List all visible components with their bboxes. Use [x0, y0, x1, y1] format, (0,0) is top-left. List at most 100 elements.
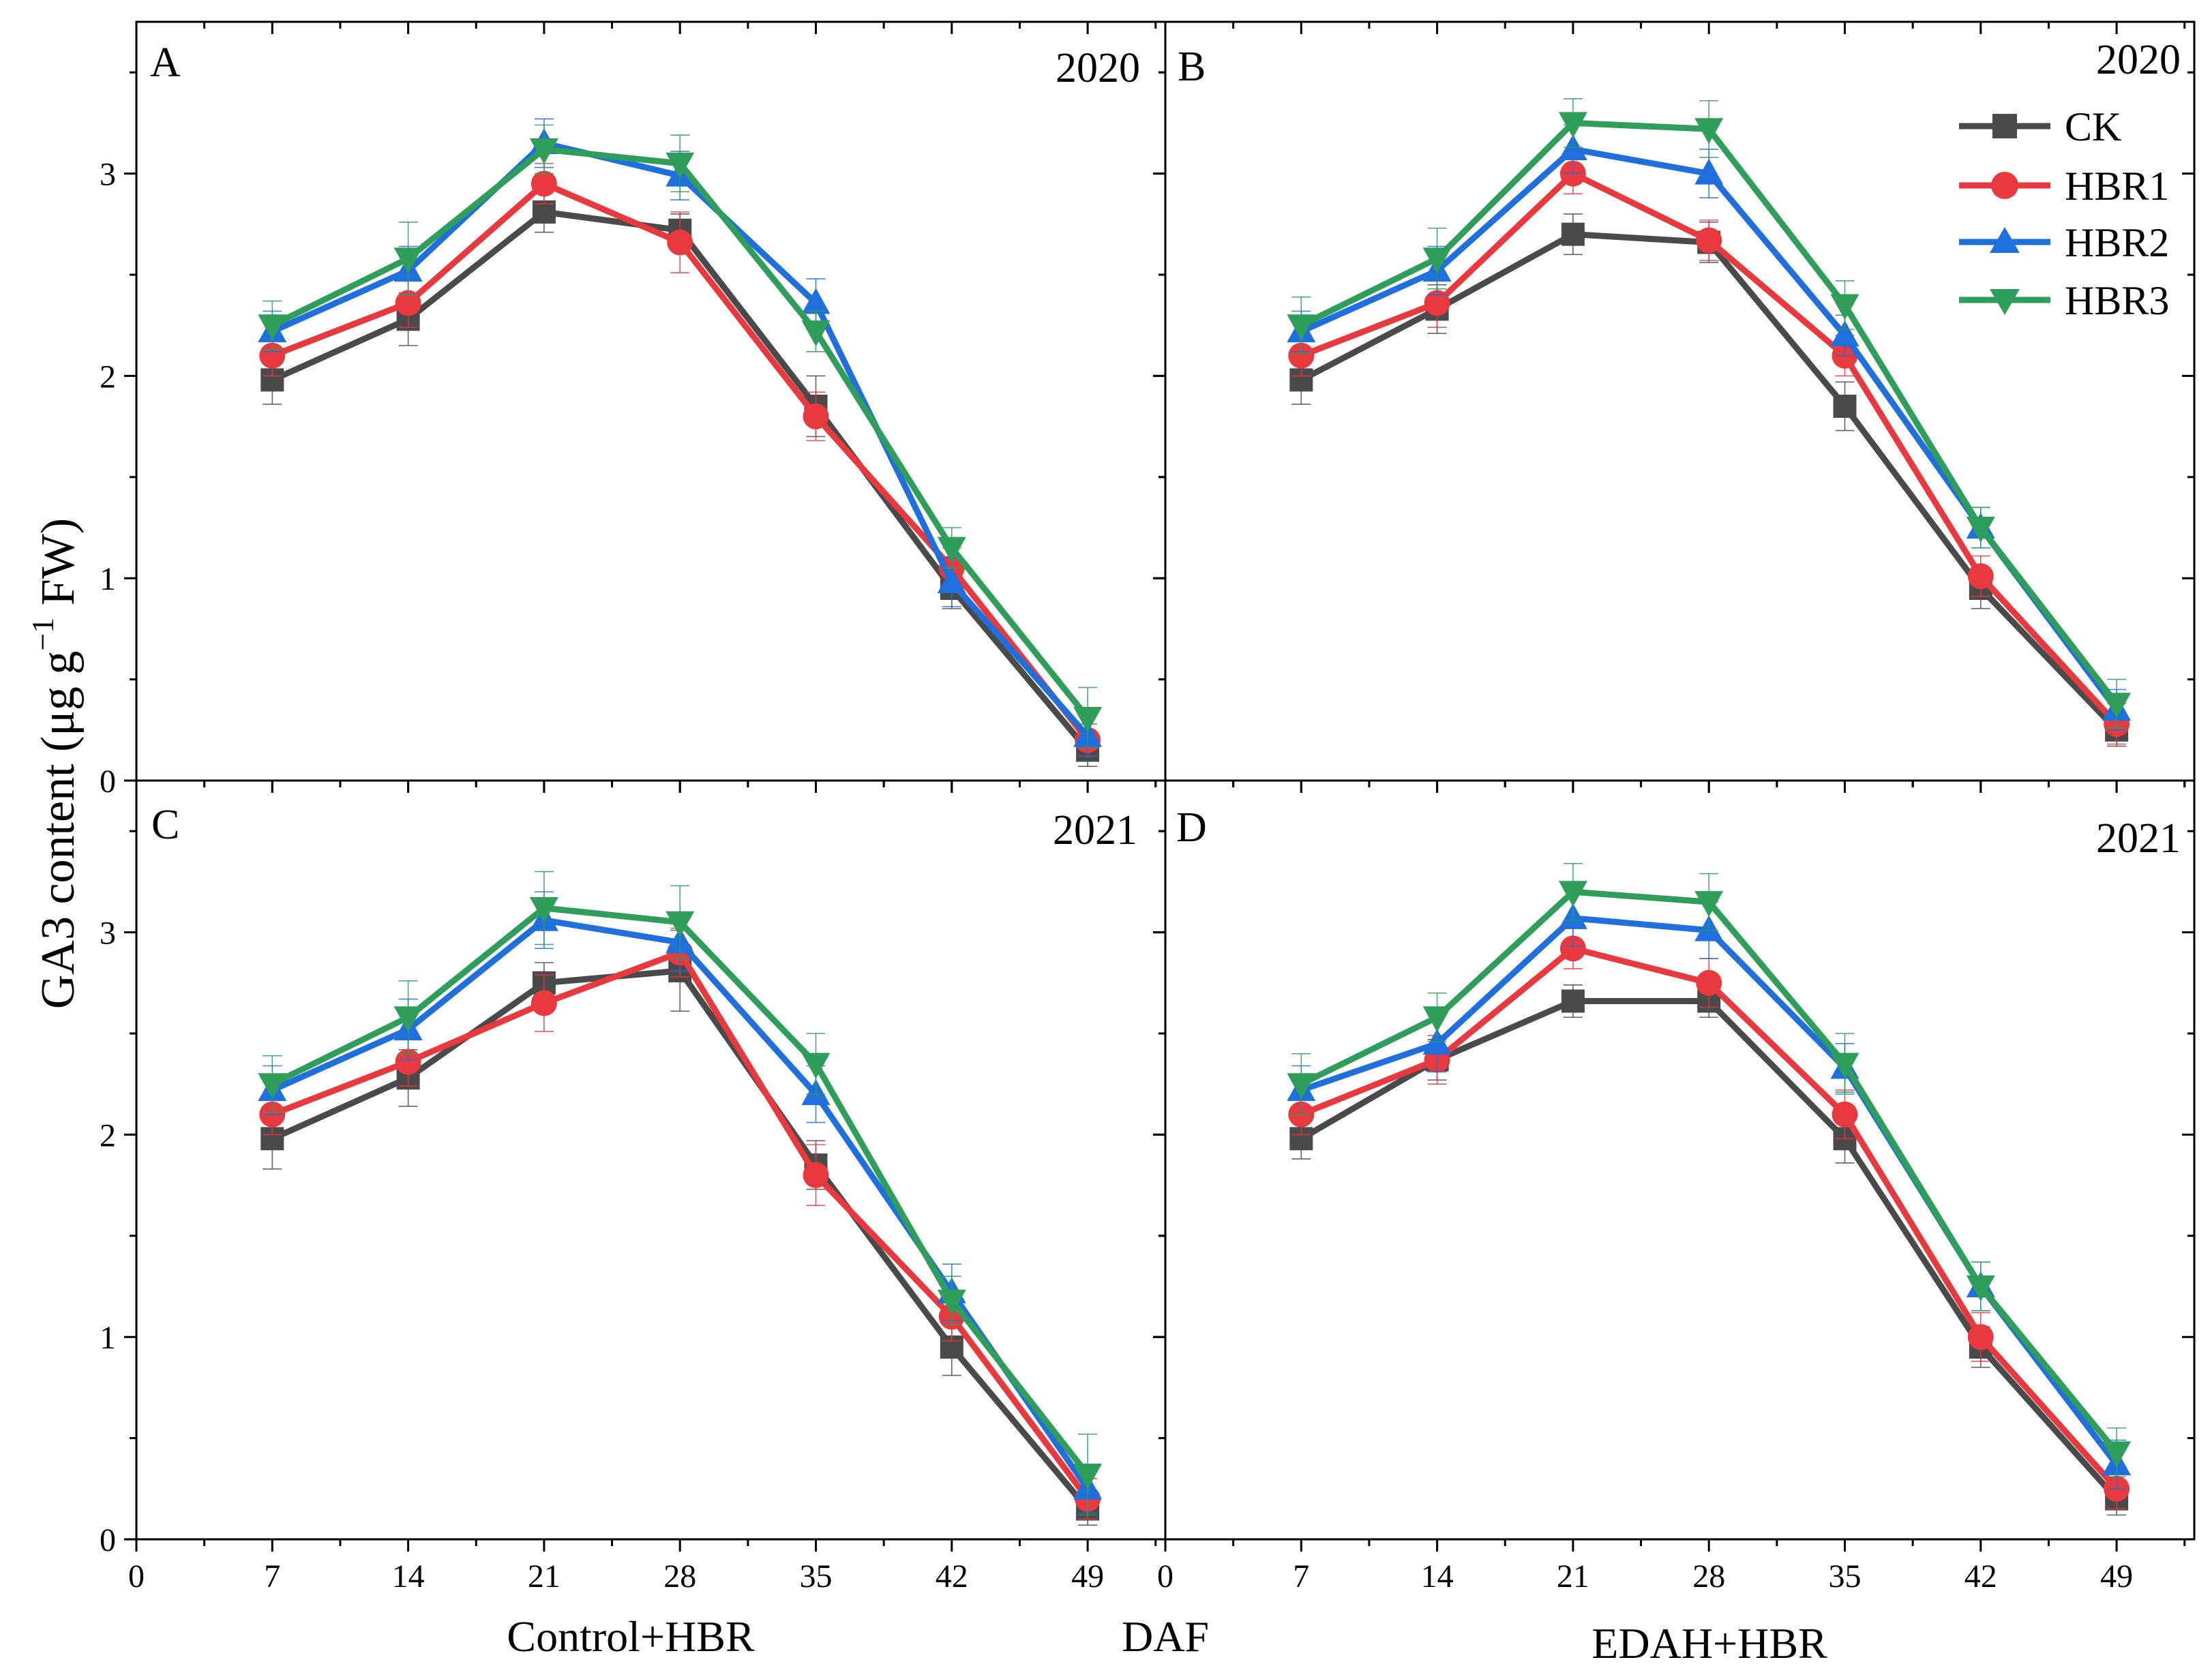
x-tick-label: 35 — [1829, 1558, 1862, 1595]
x-tick-label: 28 — [1692, 1558, 1725, 1595]
data-point — [1422, 247, 1452, 274]
x-tick-label: 28 — [663, 1558, 696, 1595]
x-tick-label: 21 — [528, 1558, 561, 1595]
x-tick-label: 14 — [392, 1558, 425, 1595]
panel-year: 2021 — [2096, 815, 2181, 862]
legend-item-hbr2: HBR2 — [1959, 220, 2169, 265]
data-point — [1694, 158, 1724, 185]
data-point — [937, 567, 966, 594]
data-point — [1830, 294, 1859, 320]
data-point — [529, 138, 558, 164]
panel-letter: A — [150, 40, 181, 86]
x-axis-title-daf: DAF — [1122, 1612, 1209, 1661]
plot-area-d: 0 7 14 21 28 35 42 49 — [1153, 779, 2196, 1595]
series-line — [271, 209, 1090, 753]
x-tick-label: 7 — [264, 1558, 280, 1595]
data-point — [1696, 969, 1722, 996]
panel-b: B 2020 — [1178, 37, 2181, 90]
y-tick-label: 1 — [100, 561, 116, 597]
data-point — [530, 990, 557, 1016]
series-hbr1 — [259, 927, 1101, 1520]
data-point — [1832, 1101, 1858, 1128]
data-point — [1696, 227, 1722, 254]
x-tick-label: 35 — [800, 1558, 833, 1595]
legend-item-hbr1: HBR1 — [1959, 164, 2169, 209]
data-point — [2102, 693, 2132, 719]
data-point — [1830, 1053, 1859, 1079]
panel-letter: D — [1176, 804, 1207, 851]
data-point — [1288, 342, 1315, 369]
data-point — [1966, 1275, 1995, 1301]
data-point — [1694, 118, 1724, 145]
panel-year: 2020 — [2096, 37, 2181, 83]
panel-a: A 2020 — [150, 40, 1140, 91]
legend-item-ck: CK — [1959, 104, 2121, 149]
series-ck — [1289, 984, 2129, 1516]
data-point — [395, 290, 421, 316]
data-point — [530, 170, 557, 197]
series-line — [1300, 998, 2119, 1501]
series-line — [1300, 119, 2119, 706]
plot-area-c: 0 1 2 3 0 7 14 21 28 35 42 49 — [100, 779, 1167, 1595]
data-point — [1559, 935, 1586, 962]
data-point — [801, 320, 831, 347]
x-tick-label: 0 — [128, 1558, 145, 1595]
data-point — [1966, 517, 1995, 543]
data-point — [258, 1073, 287, 1100]
panel-year: 2020 — [1056, 45, 1140, 91]
x-tick-label: 42 — [1964, 1558, 1997, 1595]
y-tick-label: 1 — [100, 1320, 116, 1356]
data-point — [801, 1053, 831, 1079]
x-tick-label: 49 — [2100, 1558, 2133, 1595]
panel-year: 2021 — [1053, 807, 1137, 853]
series-line — [271, 967, 1090, 1511]
data-point — [801, 288, 831, 314]
plot-frame — [1164, 779, 2196, 1541]
x-tick-label: 0 — [1157, 1558, 1174, 1595]
data-point — [1833, 394, 1857, 418]
legend-label: CK — [2065, 104, 2121, 149]
data-point — [803, 1162, 829, 1188]
series-line — [1300, 945, 2119, 1491]
plot-area-b — [1153, 20, 2196, 793]
data-point — [1561, 222, 1585, 246]
series-hbr3 — [258, 124, 1103, 749]
panel-c: C 2021 — [151, 802, 1137, 853]
data-point — [1073, 1464, 1103, 1490]
y-tick-label: 0 — [100, 1522, 116, 1558]
data-point — [1694, 891, 1724, 918]
data-point — [1558, 112, 1587, 138]
y-tick-label: 0 — [100, 764, 116, 800]
x-tick-label: 7 — [1293, 1558, 1309, 1595]
data-point — [937, 1289, 966, 1316]
x-tick-label: 49 — [1071, 1558, 1104, 1595]
y-tick-label: 3 — [100, 157, 116, 193]
data-point — [1561, 989, 1585, 1013]
data-point — [395, 1048, 421, 1075]
data-point — [666, 152, 695, 179]
series-hbr3 — [1287, 97, 2132, 729]
data-point — [937, 537, 966, 563]
data-point — [803, 403, 829, 429]
panel-d: D 2021 — [1176, 804, 2181, 862]
panel-letter: B — [1178, 44, 1206, 90]
plot-area-a: 0 1 2 3 — [100, 20, 1167, 800]
data-point — [2102, 1441, 2132, 1468]
x-axis-title-left: Control+HBR — [507, 1612, 755, 1661]
x-tick-label: 21 — [1557, 1558, 1589, 1595]
x-tick-label: 14 — [1421, 1558, 1454, 1595]
data-point — [393, 1006, 423, 1033]
data-point — [1558, 881, 1587, 907]
data-point — [666, 911, 695, 937]
legend-label: HBR2 — [2065, 220, 2169, 265]
data-point — [1422, 1006, 1452, 1033]
plot-frame — [135, 20, 1167, 782]
data-point — [1424, 290, 1450, 316]
y-tick-label: 2 — [100, 359, 116, 395]
y-axis-title: GA3 content (μg g−1 FW) — [25, 518, 85, 1009]
legend-item-hbr3: HBR3 — [1959, 278, 2169, 323]
data-point — [667, 229, 693, 256]
legend-label: HBR1 — [2065, 164, 2169, 209]
data-point — [529, 896, 558, 923]
